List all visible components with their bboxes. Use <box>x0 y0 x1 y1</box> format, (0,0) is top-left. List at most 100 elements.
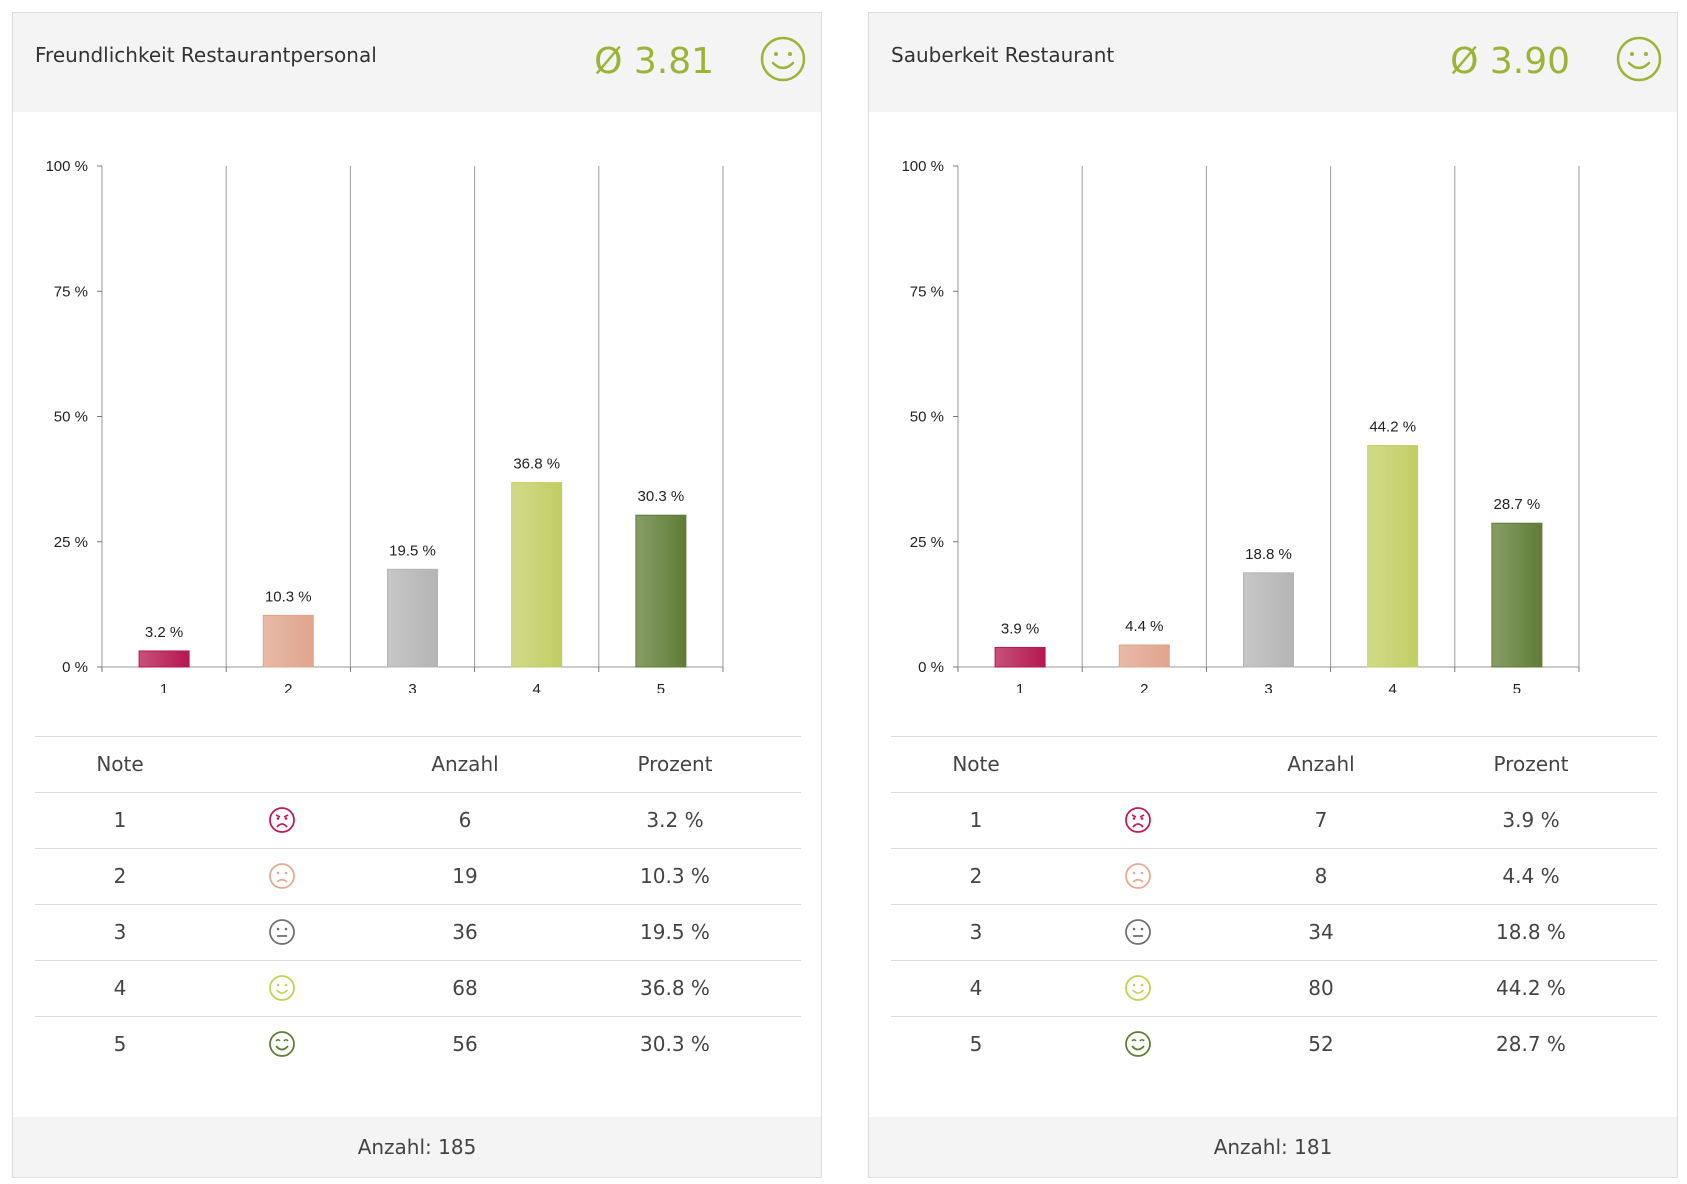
rating-card-friendliness: Freundlichkeit Restaurantpersonal Ø 3.81… <box>12 12 822 1178</box>
bar-1 <box>138 650 190 668</box>
smile-face-icon <box>269 975 295 1001</box>
card-footer-total: Anzahl: 185 <box>13 1117 821 1177</box>
row-anzahl: 80 <box>1308 976 1334 1000</box>
row-prozent: 3.2 % <box>646 808 704 832</box>
row-anzahl: 7 <box>1314 808 1328 832</box>
row-icon-cell <box>1116 905 1160 960</box>
table-header-row: Note Anzahl Prozent <box>891 736 1657 792</box>
header-note: Note <box>952 752 1000 776</box>
y-tick-label: 0 % <box>918 659 944 676</box>
y-tick-label: 75 % <box>910 283 944 300</box>
neutral-face-icon <box>1125 919 1151 945</box>
y-tick-label: 100 % <box>45 158 88 175</box>
row-note: 2 <box>969 864 983 888</box>
table-header-row: Note Anzahl Prozent <box>35 736 801 792</box>
row-prozent: 19.5 % <box>640 920 710 944</box>
table-row: 5 52 28.7 % <box>891 1016 1657 1072</box>
row-prozent: 4.4 % <box>1502 864 1560 888</box>
card-header: Sauberkeit Restaurant Ø 3.90 <box>869 13 1677 112</box>
data-label: 10.3 % <box>265 588 312 605</box>
row-prozent: 44.2 % <box>1496 976 1566 1000</box>
neutral-face-icon <box>269 919 295 945</box>
grin-face-icon <box>1125 1031 1151 1057</box>
row-note: 4 <box>969 976 983 1000</box>
table-row: 4 68 36.8 % <box>35 960 801 1016</box>
header-note: Note <box>96 752 144 776</box>
grin-face-icon <box>269 1031 295 1057</box>
table-row: 2 8 4.4 % <box>891 848 1657 904</box>
header-prozent: Prozent <box>637 752 713 776</box>
data-label: 28.7 % <box>1494 496 1541 513</box>
bar-5 <box>1491 522 1543 668</box>
table-row: 2 19 10.3 % <box>35 848 801 904</box>
row-prozent: 10.3 % <box>640 864 710 888</box>
bar-1 <box>994 646 1046 668</box>
rating-table: Note Anzahl Prozent 1 6 3.2 % 2 19 10.3 % 3 36 1… <box>35 736 801 1072</box>
row-icon-cell <box>1116 849 1160 904</box>
row-icon-cell <box>260 905 304 960</box>
x-tick-label: 5 <box>1513 681 1521 693</box>
card-title: Freundlichkeit Restaurantpersonal <box>35 43 377 67</box>
y-tick-label: 0 % <box>62 659 88 676</box>
row-anzahl: 68 <box>452 976 478 1000</box>
row-prozent: 3.9 % <box>1502 808 1560 832</box>
data-label: 30.3 % <box>638 488 685 505</box>
row-note: 3 <box>969 920 983 944</box>
row-note: 1 <box>113 808 127 832</box>
data-label: 3.9 % <box>1001 620 1039 637</box>
card-header: Freundlichkeit Restaurantpersonal Ø 3.81 <box>13 13 821 112</box>
smile-face-icon <box>1125 975 1151 1001</box>
row-anzahl: 56 <box>452 1032 478 1056</box>
header-anzahl: Anzahl <box>431 752 499 776</box>
bar-2 <box>262 614 314 668</box>
x-tick-label: 2 <box>1140 681 1148 693</box>
row-note: 3 <box>113 920 127 944</box>
header-prozent: Prozent <box>1493 752 1569 776</box>
table-row: 3 36 19.5 % <box>35 904 801 960</box>
row-prozent: 36.8 % <box>640 976 710 1000</box>
data-label: 36.8 % <box>513 456 560 473</box>
average-score: Ø 3.81 <box>594 41 714 82</box>
row-icon-cell <box>260 849 304 904</box>
row-anzahl: 36 <box>452 920 478 944</box>
y-tick-label: 100 % <box>901 158 944 175</box>
data-label: 4.4 % <box>1125 618 1163 635</box>
row-icon-cell <box>1116 793 1160 848</box>
row-note: 1 <box>969 808 983 832</box>
row-icon-cell <box>260 793 304 848</box>
row-anzahl: 6 <box>458 808 472 832</box>
bar-5 <box>635 514 687 668</box>
table-row: 5 56 30.3 % <box>35 1016 801 1072</box>
table-row: 1 6 3.2 % <box>35 792 801 848</box>
average-score: Ø 3.90 <box>1450 41 1570 82</box>
x-tick-label: 4 <box>533 681 541 693</box>
very-sad-face-icon <box>269 807 295 833</box>
row-icon-cell <box>260 961 304 1016</box>
bar-4 <box>1367 445 1419 668</box>
x-tick-label: 3 <box>1264 681 1272 693</box>
row-prozent: 28.7 % <box>1496 1032 1566 1056</box>
sad-face-icon <box>269 863 295 889</box>
bar-chart: 0 % 25 % 50 % 75 % 100 % 3.2 % 1 10.3 % 2 19.5 % 3… <box>45 158 724 693</box>
bar-chart: 0 % 25 % 50 % 75 % 100 % 3.9 % 1 4.4 % 2 18.8 % 3 4… <box>901 158 1580 693</box>
data-label: 18.8 % <box>1245 546 1292 563</box>
y-tick-label: 50 % <box>54 409 88 426</box>
x-tick-label: 5 <box>657 681 665 693</box>
row-anzahl: 19 <box>452 864 478 888</box>
y-tick-label: 75 % <box>54 283 88 300</box>
x-tick-label: 2 <box>284 681 292 693</box>
y-tick-label: 25 % <box>910 534 944 551</box>
card-footer-total: Anzahl: 181 <box>869 1117 1677 1177</box>
row-prozent: 30.3 % <box>640 1032 710 1056</box>
smile-icon <box>1616 36 1662 82</box>
row-anzahl: 8 <box>1314 864 1328 888</box>
row-note: 2 <box>113 864 127 888</box>
data-label: 3.2 % <box>145 624 183 641</box>
data-label: 44.2 % <box>1369 419 1416 436</box>
card-title: Sauberkeit Restaurant <box>891 43 1115 67</box>
data-label: 19.5 % <box>389 542 436 559</box>
header-anzahl: Anzahl <box>1287 752 1355 776</box>
row-icon-cell <box>260 1017 304 1072</box>
rating-card-cleanliness: Sauberkeit Restaurant Ø 3.90 0 % 25 % 50 %… <box>868 12 1678 1178</box>
bar-3 <box>1243 572 1294 668</box>
